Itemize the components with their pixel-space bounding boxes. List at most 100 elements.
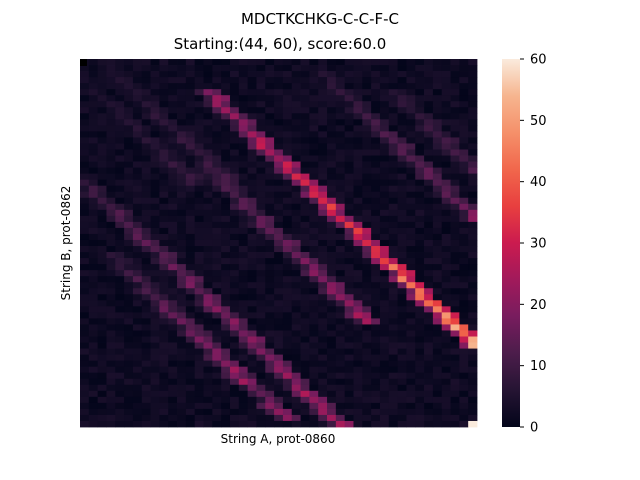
heatmap-cell bbox=[168, 143, 178, 150]
heatmap-cell bbox=[177, 372, 187, 380]
heatmap-cell bbox=[282, 191, 293, 199]
heatmap-cell bbox=[424, 264, 434, 271]
heatmap-cell bbox=[150, 396, 160, 404]
heatmap-cell bbox=[432, 324, 443, 331]
heatmap-cell bbox=[371, 191, 381, 199]
heatmap-cell bbox=[379, 131, 390, 138]
heatmap-cell bbox=[371, 209, 381, 217]
heatmap-cell bbox=[450, 191, 460, 199]
heatmap-cell bbox=[177, 354, 187, 362]
heatmap-cell bbox=[468, 167, 478, 175]
heatmap-cell bbox=[291, 89, 301, 96]
heatmap-cell bbox=[468, 408, 478, 416]
heatmap-cell bbox=[353, 239, 363, 247]
heatmap-cell bbox=[432, 396, 443, 404]
heatmap-cell bbox=[221, 282, 231, 289]
heatmap-cell bbox=[379, 348, 390, 355]
heatmap-cell bbox=[212, 143, 222, 150]
heatmap-cell bbox=[115, 342, 125, 349]
heatmap-cell bbox=[247, 173, 257, 181]
heatmap-cell bbox=[441, 372, 451, 380]
heatmap-cell bbox=[424, 246, 434, 253]
heatmap-cell bbox=[468, 360, 478, 368]
heatmap-cell bbox=[212, 191, 222, 199]
heatmap-cell bbox=[415, 227, 425, 235]
heatmap-cell bbox=[327, 390, 337, 398]
heatmap-cell bbox=[80, 179, 90, 187]
heatmap-cell bbox=[177, 312, 187, 319]
heatmap-cell bbox=[371, 59, 381, 66]
heatmap-cell bbox=[415, 282, 425, 289]
heatmap-cell bbox=[379, 215, 390, 223]
heatmap-cell bbox=[212, 384, 222, 392]
heatmap-cell bbox=[124, 318, 134, 325]
heatmap-cell bbox=[212, 288, 222, 295]
heatmap-cell bbox=[88, 258, 99, 265]
heatmap-cell bbox=[141, 215, 151, 223]
heatmap-cell bbox=[150, 270, 160, 277]
heatmap-cell bbox=[362, 360, 372, 368]
heatmap-cell bbox=[221, 306, 231, 313]
heatmap-cell bbox=[397, 264, 407, 271]
heatmap-cell bbox=[274, 71, 284, 78]
heatmap-cell bbox=[424, 420, 434, 428]
heatmap-cell bbox=[106, 360, 116, 368]
heatmap-cell bbox=[397, 420, 407, 428]
heatmap-cell bbox=[229, 179, 240, 187]
heatmap-cell bbox=[371, 227, 381, 235]
heatmap-cell bbox=[459, 282, 469, 289]
heatmap-cell bbox=[291, 276, 301, 283]
heatmap-cell bbox=[124, 173, 134, 181]
heatmap-cell bbox=[194, 372, 204, 380]
heatmap-cell bbox=[124, 221, 134, 229]
heatmap-cell bbox=[450, 167, 460, 175]
heatmap-cell bbox=[238, 246, 249, 253]
heatmap-cell bbox=[282, 161, 293, 168]
heatmap-cell bbox=[459, 215, 469, 223]
heatmap-cell bbox=[397, 324, 407, 331]
heatmap-cell bbox=[450, 59, 460, 66]
heatmap-cell bbox=[141, 137, 151, 144]
heatmap-cell bbox=[212, 420, 222, 428]
heatmap-cell bbox=[459, 119, 469, 126]
heatmap-cell bbox=[229, 143, 240, 150]
heatmap-cell bbox=[432, 179, 443, 187]
heatmap-cell bbox=[362, 179, 372, 187]
heatmap-cell bbox=[256, 294, 266, 301]
heatmap-cell bbox=[318, 282, 328, 289]
heatmap-cell bbox=[282, 294, 293, 301]
heatmap-cell bbox=[379, 107, 390, 114]
heatmap-cell bbox=[424, 408, 434, 416]
heatmap-cell bbox=[115, 282, 125, 289]
heatmap-cell bbox=[185, 402, 196, 410]
heatmap-cell bbox=[177, 155, 187, 162]
heatmap-cell bbox=[335, 167, 346, 175]
heatmap-cell bbox=[424, 89, 434, 96]
heatmap-cell bbox=[362, 203, 372, 211]
heatmap-cell bbox=[291, 233, 301, 241]
heatmap-cell bbox=[468, 233, 478, 241]
heatmap-cell bbox=[362, 137, 372, 144]
heatmap-cell bbox=[141, 246, 151, 253]
heatmap-cell bbox=[353, 246, 363, 253]
heatmap-cell bbox=[282, 282, 293, 289]
heatmap-cell bbox=[459, 324, 469, 331]
heatmap-cell bbox=[327, 276, 337, 283]
heatmap-cell bbox=[300, 408, 310, 416]
heatmap-cell bbox=[203, 282, 213, 289]
heatmap-cell bbox=[177, 239, 187, 247]
heatmap-cell bbox=[450, 360, 460, 368]
heatmap-cell bbox=[344, 131, 354, 138]
heatmap-cell bbox=[459, 137, 469, 144]
heatmap-cell bbox=[459, 161, 469, 168]
heatmap-cell bbox=[415, 209, 425, 217]
heatmap-cell bbox=[379, 420, 390, 428]
heatmap-cell bbox=[300, 270, 310, 277]
heatmap-cell bbox=[441, 288, 451, 295]
heatmap-cell bbox=[424, 83, 434, 90]
heatmap-cell bbox=[221, 396, 231, 404]
heatmap-cell bbox=[327, 264, 337, 271]
heatmap-cell bbox=[291, 221, 301, 229]
heatmap-cell bbox=[441, 336, 451, 343]
heatmap-cell bbox=[353, 161, 363, 168]
